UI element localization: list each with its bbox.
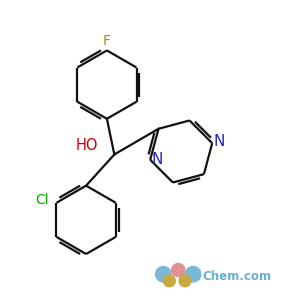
- Circle shape: [164, 275, 175, 287]
- Text: N: N: [152, 152, 163, 167]
- Text: F: F: [103, 34, 111, 48]
- Text: N: N: [214, 134, 225, 149]
- Circle shape: [156, 266, 171, 282]
- Text: Cl: Cl: [35, 194, 49, 207]
- Text: HO: HO: [76, 138, 98, 153]
- Circle shape: [172, 263, 185, 277]
- Circle shape: [185, 266, 201, 282]
- Circle shape: [179, 275, 191, 287]
- Text: Chem.com: Chem.com: [202, 270, 271, 283]
